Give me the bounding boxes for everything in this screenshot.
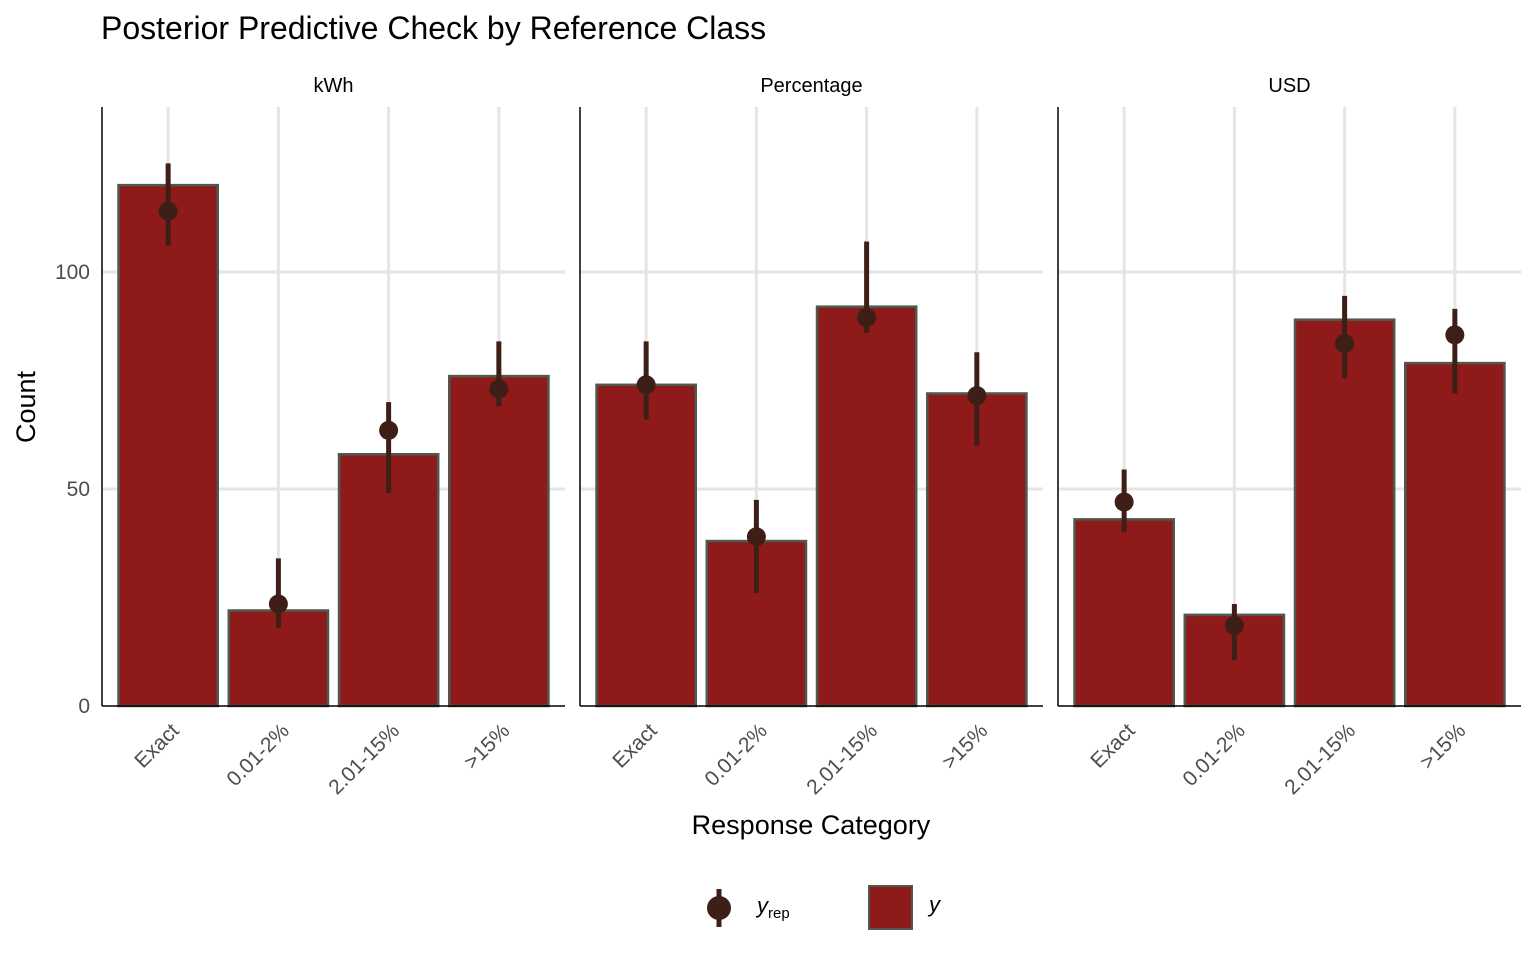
bar-y — [815, 305, 918, 708]
yrep-point — [857, 308, 877, 328]
facet-panel-usd: USD Exact 0.01-2% 2.01-15% >15% — [1057, 75, 1521, 799]
bar-y — [1404, 361, 1506, 708]
yrep-point — [268, 594, 288, 614]
legend-yrep-label: yrep — [755, 893, 790, 922]
legend-yrep-subscript: rep — [768, 905, 790, 922]
legend-yrep-point — [707, 896, 731, 920]
bar-y — [595, 383, 697, 708]
x-tick-label: >15% — [460, 719, 515, 774]
facet-label: kWh — [314, 75, 354, 97]
y-tick-label: 100 — [55, 261, 90, 284]
yrep-point — [379, 420, 399, 440]
facet-panels: kWh Exact 0.01-2% 2.01-15% >15% 0 50 100 Percent… — [55, 75, 1521, 799]
legend-item-yrep: yrep — [707, 889, 790, 927]
x-axis-label: Response Category — [692, 810, 931, 840]
legend-item-y: y — [868, 885, 942, 930]
bar-y — [117, 183, 219, 708]
yrep-point — [1114, 492, 1134, 512]
x-tick-label: 2.01-15% — [324, 719, 404, 799]
yrep-point — [1445, 325, 1465, 345]
yrep-point — [636, 375, 656, 395]
y-tick-label: 0 — [78, 695, 90, 718]
y-tick-label: 50 — [67, 478, 90, 501]
x-tick-label: 0.01-2% — [700, 719, 772, 791]
x-tick-label: 2.01-15% — [1280, 719, 1360, 799]
x-tick-label: >15% — [938, 719, 993, 774]
facet-label: Percentage — [760, 75, 862, 97]
x-tick-label: Exact — [1086, 719, 1140, 773]
yrep-point — [1335, 334, 1355, 354]
bar-y — [1073, 518, 1176, 708]
x-tick-label: 0.01-2% — [222, 719, 294, 791]
yrep-point — [1224, 616, 1244, 636]
x-tick-label: Exact — [608, 719, 662, 773]
x-tick-label: >15% — [1416, 719, 1471, 774]
legend: yrep y — [707, 885, 942, 930]
bar-y — [448, 374, 550, 708]
yrep-point — [489, 379, 509, 399]
x-tick-label: Exact — [130, 719, 184, 773]
x-tick-label: 0.01-2% — [1178, 719, 1250, 791]
chart-title: Posterior Predictive Check by Reference … — [101, 10, 766, 46]
bar-y — [1293, 318, 1396, 708]
facet-label: USD — [1268, 75, 1310, 97]
facet-panel-percentage: Percentage Exact 0.01-2% 2.01-15% >15% — [579, 75, 1043, 799]
legend-y-label: y — [927, 892, 942, 917]
yrep-point — [746, 527, 766, 547]
yrep-point — [158, 201, 178, 221]
facet-panel-kwh: kWh Exact 0.01-2% 2.01-15% >15% 0 50 100 — [55, 75, 565, 799]
x-tick-label: 2.01-15% — [802, 719, 882, 799]
bar-y — [337, 452, 440, 708]
legend-y-swatch — [868, 885, 913, 930]
y-axis-label: Count — [11, 370, 41, 443]
yrep-point — [967, 386, 987, 406]
